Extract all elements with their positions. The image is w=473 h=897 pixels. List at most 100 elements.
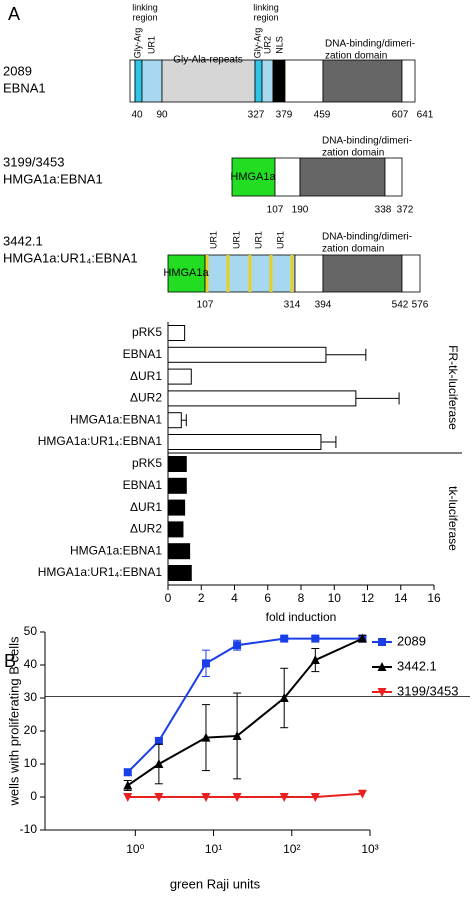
linker-stripe <box>248 255 252 292</box>
domain-label: zation domain <box>322 244 384 255</box>
domain-label: UR1 <box>275 231 285 249</box>
data-point <box>123 768 132 777</box>
residue-number: 372 <box>397 205 414 216</box>
y-tick-label: 0 <box>30 789 37 803</box>
data-point <box>280 634 289 643</box>
bar <box>167 521 184 538</box>
error-bar <box>181 414 187 427</box>
domain-segment <box>322 59 403 103</box>
x-tick-label: 10¹ <box>205 842 222 856</box>
x-tick-label: 8 <box>298 591 305 605</box>
domain-segment <box>294 254 324 293</box>
bar <box>167 456 187 472</box>
legend-marker <box>377 662 387 671</box>
x-axis-label: fold induction <box>266 610 337 624</box>
domain-label: HMGA1a <box>163 267 209 279</box>
domain-label: HMGA1a <box>230 171 276 183</box>
residue-number: 314 <box>284 300 301 311</box>
category-label: HMGA1a:UR1₄:EBNA1 <box>38 565 163 579</box>
category-label: HMGA1a:UR1₄:EBNA1 <box>38 434 163 448</box>
data-point <box>154 759 164 768</box>
category-label: HMGA1a:EBNA1 <box>70 412 162 426</box>
domain-label: region <box>132 12 157 22</box>
domain-label: Gly-Arg <box>132 28 142 59</box>
y-axis-label: wells with proliferating B cells <box>6 636 21 807</box>
domain-label: Gly-Arg <box>252 28 262 59</box>
x-tick-label: 12 <box>361 591 375 605</box>
domain-label: NLS <box>274 36 284 54</box>
construct-name: 3199/3453 <box>3 154 64 169</box>
x-tick-label: 14 <box>394 591 408 605</box>
construct-name: EBNA1 <box>3 80 46 95</box>
bar <box>167 368 192 385</box>
residue-number: 459 <box>314 110 331 121</box>
category-label: ΔUR2 <box>130 522 162 536</box>
y-tick-label: 50 <box>24 624 38 638</box>
domain-segment <box>401 254 421 293</box>
domain-segment <box>299 157 386 197</box>
panel-label: B <box>4 651 16 671</box>
series-line <box>127 792 363 798</box>
group-label: FR-tk-luciferase <box>446 345 460 430</box>
data-point <box>310 655 320 665</box>
construct-name: 3442.1 <box>3 233 43 248</box>
panel-label: A <box>8 4 20 24</box>
data-point <box>201 732 211 742</box>
domain-segment <box>274 157 301 197</box>
x-tick-label: 16 <box>427 591 441 605</box>
category-label: pRK5 <box>132 325 162 339</box>
domain-segment <box>167 254 206 293</box>
x-tick-label: 10² <box>283 842 300 856</box>
residue-number: 40 <box>131 110 143 121</box>
y-tick-label: 20 <box>24 723 38 737</box>
legend-marker <box>377 688 387 697</box>
linker-stripe <box>290 255 294 292</box>
residue-number: 607 <box>392 110 409 121</box>
residue-number: 107 <box>267 205 284 216</box>
residue-number: 190 <box>292 205 309 216</box>
x-tick-label: 10³ <box>361 842 378 856</box>
series-line <box>127 637 363 773</box>
domain-segment <box>272 59 286 103</box>
x-axis-label: green Raji units <box>170 876 261 891</box>
data-point <box>154 736 163 745</box>
domain-segment <box>261 59 274 103</box>
group-label: tk-luciferase <box>446 486 460 551</box>
domain-label: zation domain <box>322 148 384 159</box>
x-tick-label: 6 <box>264 591 271 605</box>
construct-name: 2089 <box>3 63 32 78</box>
bar <box>167 325 186 341</box>
data-point <box>357 789 367 799</box>
data-point <box>123 780 133 790</box>
domain-segment <box>141 59 163 103</box>
error-bar <box>320 436 337 448</box>
residue-number: 576 <box>412 300 429 311</box>
data-point <box>310 793 320 802</box>
legend-label: 3199/3453 <box>397 683 458 698</box>
domain-segment <box>254 59 263 103</box>
domain-label: UR1 <box>208 231 218 249</box>
domain-segment <box>284 59 324 103</box>
bar <box>167 412 182 429</box>
data-point <box>201 659 210 668</box>
domain-segment <box>161 59 256 103</box>
domain-label: DNA-binding/dimeri- <box>322 232 412 243</box>
domain-segment <box>129 59 136 103</box>
bar <box>167 499 186 516</box>
bar <box>167 390 357 407</box>
construct-name: HMGA1a:UR1₄:EBNA1 <box>3 250 138 265</box>
bar <box>167 477 187 494</box>
x-tick-label: 0 <box>165 591 172 605</box>
data-point <box>154 793 164 802</box>
domain-label: UR1 <box>253 231 263 249</box>
y-tick-label: 40 <box>24 657 38 671</box>
residue-number: 327 <box>248 110 265 121</box>
y-tick-label: -10 <box>20 822 38 836</box>
y-tick-label: 10 <box>24 756 38 770</box>
domain-label: linking <box>132 2 158 12</box>
domain-label: zation domain <box>325 51 387 62</box>
bar <box>167 434 322 450</box>
domain-label: Gly-Ala-repeats <box>173 55 242 66</box>
x-tick-label: 2 <box>198 591 205 605</box>
